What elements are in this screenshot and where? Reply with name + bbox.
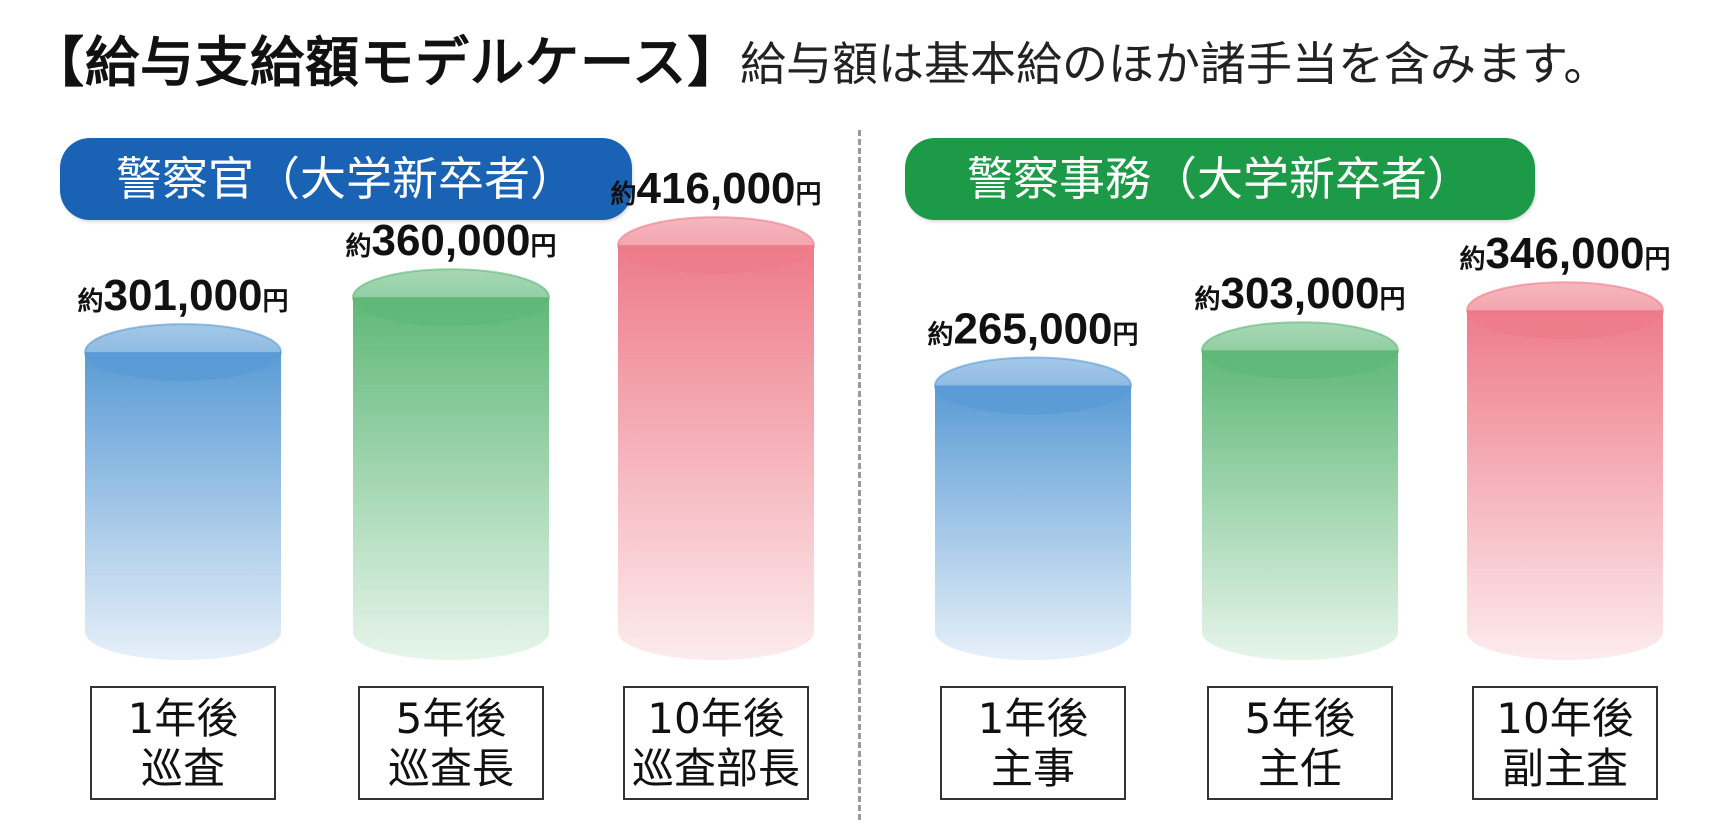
page-title: 【給与支給額モデルケース】 bbox=[30, 31, 743, 94]
bar-body bbox=[85, 352, 281, 660]
category-rank: 主事 bbox=[990, 744, 1075, 793]
category-label: 5年後 主任 bbox=[1207, 686, 1393, 800]
category-period: 5年後 bbox=[1244, 694, 1356, 743]
category-label: 10年後 巡査部長 bbox=[623, 686, 809, 800]
bar bbox=[1466, 281, 1664, 660]
bar bbox=[84, 323, 282, 660]
bar-top bbox=[617, 216, 815, 275]
chart-title-police-clerk: 警察事務（大学新卒者） bbox=[905, 138, 1535, 220]
category-rank: 主任 bbox=[1257, 744, 1342, 793]
value-label: 約265,000円 bbox=[927, 305, 1138, 354]
bar-top bbox=[934, 356, 1132, 415]
category-rank: 巡査部長 bbox=[631, 744, 800, 793]
value-label: 約303,000円 bbox=[1194, 269, 1405, 318]
bar bbox=[617, 216, 815, 660]
page-note: 給与額は基本給のほか諸手当を含みます。 bbox=[740, 37, 1610, 91]
category-rank: 副主査 bbox=[1501, 744, 1628, 793]
category-period: 1年後 bbox=[127, 694, 239, 743]
bar-body bbox=[353, 297, 549, 660]
value-label: 約346,000円 bbox=[1459, 229, 1670, 278]
bar-body bbox=[1202, 350, 1398, 660]
chart-title-police-officer: 警察官（大学新卒者） bbox=[60, 138, 632, 220]
category-label: 1年後 巡査 bbox=[90, 686, 276, 800]
category-period: 10年後 bbox=[647, 694, 785, 743]
category-period: 5年後 bbox=[395, 694, 507, 743]
bar-top bbox=[352, 268, 550, 327]
bar-body bbox=[1467, 310, 1663, 660]
category-period: 1年後 bbox=[977, 694, 1089, 743]
category-period: 10年後 bbox=[1496, 694, 1634, 743]
group-divider bbox=[858, 130, 861, 820]
category-label: 10年後 副主査 bbox=[1472, 686, 1658, 800]
bar-top bbox=[1466, 281, 1664, 340]
bar-body bbox=[935, 385, 1131, 660]
category-rank: 巡査 bbox=[140, 744, 225, 793]
category-label: 1年後 主事 bbox=[940, 686, 1126, 800]
bar bbox=[1201, 321, 1399, 660]
value-label: 約416,000円 bbox=[610, 164, 821, 213]
bar-body bbox=[618, 245, 814, 660]
bar-top bbox=[1201, 321, 1399, 380]
value-label: 約360,000円 bbox=[345, 216, 556, 265]
category-label: 5年後 巡査長 bbox=[358, 686, 544, 800]
category-rank: 巡査長 bbox=[387, 744, 514, 793]
value-label: 約301,000円 bbox=[77, 271, 288, 320]
bar bbox=[934, 356, 1132, 660]
bar-top bbox=[84, 323, 282, 382]
header: 【給与支給額モデルケース】 給与額は基本給のほか諸手当を含みます。 bbox=[0, 0, 1730, 120]
bar bbox=[352, 268, 550, 660]
